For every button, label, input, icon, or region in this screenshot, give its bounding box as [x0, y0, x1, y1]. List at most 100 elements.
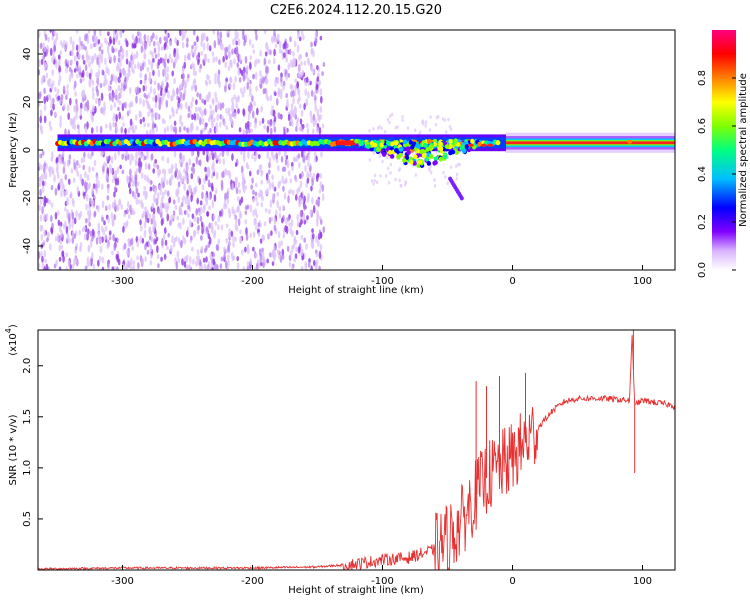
noise-speck [97, 204, 100, 213]
noise-speck [434, 122, 438, 127]
noise-speck [148, 71, 152, 78]
noise-speck [132, 260, 136, 265]
noise-speck [100, 42, 103, 48]
noise-speck [60, 40, 63, 46]
dip-blob [408, 139, 414, 145]
noise-speck [113, 242, 117, 252]
noise-speck [72, 177, 76, 184]
noise-speck [43, 115, 47, 124]
noise-speck [278, 240, 281, 249]
noise-speck [264, 189, 268, 195]
noise-speck [109, 38, 113, 45]
noise-speck [175, 188, 178, 197]
noise-speck [82, 156, 86, 163]
noise-speck [250, 128, 254, 133]
noise-speck [280, 88, 283, 94]
noise-speck [74, 80, 77, 89]
noise-speck [310, 115, 314, 124]
noise-speck [55, 157, 59, 164]
noise-speck [319, 218, 323, 226]
noise-speck [277, 87, 281, 94]
noise-speck [129, 159, 132, 166]
noise-speck [129, 86, 132, 95]
noise-speck [173, 151, 177, 158]
noise-speck [233, 94, 236, 100]
noise-speck [194, 70, 197, 77]
noise-speck [238, 189, 242, 194]
noise-speck [193, 112, 197, 121]
noise-speck [234, 76, 237, 83]
noise-speck [123, 212, 126, 218]
noise-speck [204, 122, 207, 131]
noise-speck [82, 77, 85, 82]
noise-speck [141, 41, 145, 47]
noise-speck [114, 47, 118, 52]
noise-speck [182, 73, 185, 80]
noise-speck [424, 124, 427, 128]
noise-speck [214, 77, 217, 85]
svg-text:(x104): (x104) [4, 324, 19, 356]
noise-speck [44, 258, 47, 264]
noise-speck [201, 98, 204, 104]
noise-speck [93, 30, 97, 37]
noise-speck [91, 105, 95, 113]
noise-speck [404, 181, 408, 185]
noise-speck [67, 259, 71, 267]
noise-speck [174, 204, 178, 211]
noise-speck [172, 90, 176, 97]
noise-speck [73, 162, 77, 171]
noise-speck [278, 206, 282, 212]
noise-speck [205, 36, 209, 42]
noise-speck [238, 127, 242, 133]
noise-speck [228, 210, 232, 219]
noise-speck [219, 263, 223, 270]
noise-speck [241, 182, 245, 187]
noise-speck [277, 231, 281, 239]
noise-speck [266, 258, 269, 264]
noise-speck [143, 54, 147, 60]
noise-speck [54, 212, 58, 220]
noise-speck [302, 212, 306, 222]
noise-speck [106, 45, 110, 54]
noise-speck [123, 242, 127, 250]
noise-speck [62, 85, 66, 94]
noise-speck [161, 237, 164, 247]
noise-speck [399, 183, 402, 188]
noise-speck [84, 64, 88, 72]
noise-speck [202, 127, 205, 133]
noise-speck [227, 65, 231, 72]
noise-speck [304, 164, 307, 172]
noise-speck [38, 182, 42, 187]
noise-speck [303, 195, 306, 204]
noise-speck [112, 121, 115, 128]
noise-speck [157, 44, 161, 53]
noise-speck [248, 128, 251, 134]
noise-speck [248, 170, 252, 177]
noise-speck [160, 218, 164, 226]
noise-speck [268, 59, 271, 65]
noise-speck [68, 237, 71, 244]
noise-speck [162, 181, 165, 189]
noise-speck [271, 35, 274, 44]
noise-speck [69, 36, 73, 45]
noise-speck [181, 33, 185, 42]
noise-speck [299, 53, 303, 60]
noise-speck [57, 210, 60, 216]
noise-speck [449, 165, 453, 170]
noise-speck [139, 219, 142, 226]
noise-speck [309, 209, 313, 216]
noise-speck [71, 197, 75, 205]
noise-speck [278, 48, 282, 54]
noise-speck [194, 45, 198, 51]
noise-speck [307, 153, 310, 163]
noise-speck [66, 232, 70, 241]
noise-speck [261, 250, 265, 258]
snr-multiplier-exp: 4 [4, 328, 13, 333]
noise-speck [100, 49, 104, 55]
noise-speck [97, 226, 101, 232]
noise-speck [84, 186, 88, 194]
noise-speck [282, 185, 285, 192]
noise-speck [84, 46, 87, 51]
noise-speck [169, 176, 172, 185]
noise-speck [63, 190, 66, 198]
